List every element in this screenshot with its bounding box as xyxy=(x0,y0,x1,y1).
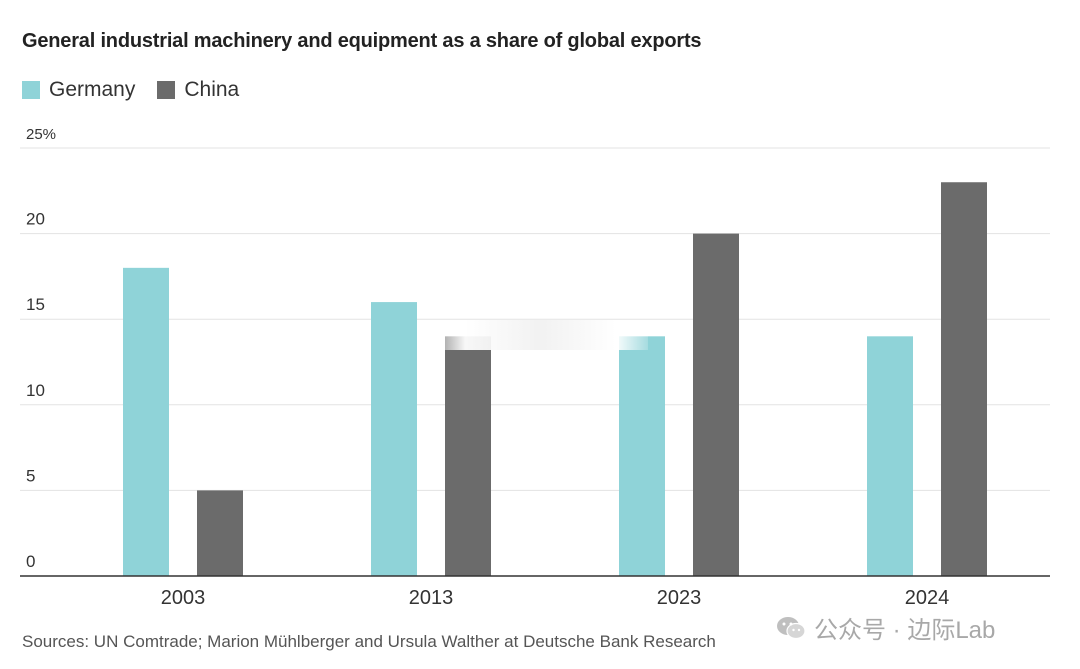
legend-label-germany: Germany xyxy=(49,78,136,101)
chart-title: General industrial machinery and equipme… xyxy=(22,30,702,52)
y-tick-label-0: 0 xyxy=(26,552,35,571)
legend-swatch-germany xyxy=(22,81,40,99)
wechat-icon xyxy=(777,616,806,639)
y-tick-label-20: 20 xyxy=(26,210,45,229)
x-tick-label-2023: 2023 xyxy=(657,587,702,609)
y-tick-label-10: 10 xyxy=(26,381,45,400)
bar-germany-2024 xyxy=(867,336,913,576)
bar-china-2023 xyxy=(693,233,739,576)
blur-artifact xyxy=(433,320,648,350)
bar-germany-2023 xyxy=(619,336,665,576)
x-tick-label-2024: 2024 xyxy=(905,587,950,609)
legend-item-germany: Germany xyxy=(22,78,135,102)
x-tick-label-2013: 2013 xyxy=(409,587,454,609)
bar-china-2003 xyxy=(197,490,243,576)
x-tick-label-2003: 2003 xyxy=(161,587,206,609)
legend-swatch-china xyxy=(157,81,176,99)
y-tick-label-25: 25% xyxy=(26,126,56,143)
bar-germany-2013 xyxy=(371,302,417,576)
legend-label-china: China xyxy=(184,78,240,101)
legend: Germany China xyxy=(22,78,261,102)
bar-china-2013 xyxy=(445,336,491,576)
bar-germany-2003 xyxy=(123,267,169,576)
y-tick-label-5: 5 xyxy=(26,466,35,485)
watermark: 公众号 · 边际Lab xyxy=(776,610,995,645)
legend-item-china: China xyxy=(157,78,239,102)
bar-china-2024 xyxy=(941,182,987,577)
source-note: Sources: UN Comtrade; Marion Mühlberger … xyxy=(22,632,716,651)
watermark-text: 公众号 · 边际Lab xyxy=(814,617,996,644)
y-tick-label-15: 15 xyxy=(26,295,45,314)
